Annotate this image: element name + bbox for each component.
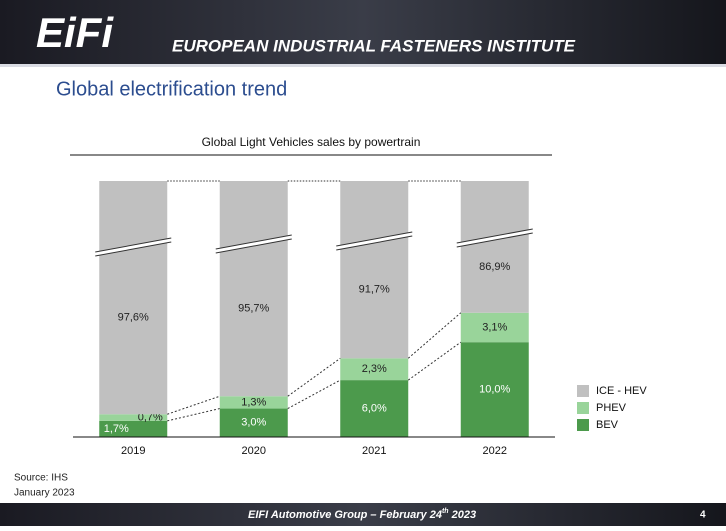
value-label: 10,0%	[479, 383, 510, 395]
x-tick-label: 2022	[483, 445, 507, 457]
source: January 2023	[14, 488, 75, 499]
value-label: 1,3%	[241, 396, 266, 408]
footer-band	[0, 503, 726, 526]
value-label: 1,7%	[104, 423, 129, 435]
bar-segment	[99, 181, 168, 415]
value-label: 95,7%	[238, 303, 269, 315]
bar-segment	[99, 420, 168, 437]
organization: EUROPEAN INDUSTRIAL FASTENERS INSTITUTE	[172, 36, 576, 55]
header-band	[0, 0, 726, 64]
plot: 1,7% 0,7% 97,6% 2019 3,0% 1,3% 95,7% 2020 6,0% 2,…	[73, 180, 647, 457]
bar-segment	[460, 312, 529, 343]
legend-label: PHEV	[596, 402, 627, 414]
bar-segment	[219, 408, 288, 437]
value-label: 2,3%	[362, 363, 387, 375]
connector	[287, 357, 341, 397]
axis-break	[215, 235, 292, 253]
bar-segment	[340, 358, 409, 381]
axis-break	[336, 232, 413, 250]
legend-swatch	[577, 385, 589, 397]
connector	[407, 312, 462, 359]
value-label: 3,0%	[241, 417, 266, 429]
legend-label: ICE - HEV	[596, 385, 647, 397]
axis-break-line	[215, 234, 292, 250]
axis-break-line	[336, 235, 413, 251]
header-rule	[0, 64, 726, 67]
footer-text: EIFI Automotive Group – February 24th 20…	[248, 508, 476, 521]
value-label: 0,7%	[138, 411, 163, 423]
value-label: 3,1%	[482, 321, 507, 333]
value-label: 6,0%	[362, 402, 387, 414]
connector	[287, 379, 341, 409]
axis-break-line	[456, 232, 533, 248]
footer-sup: th	[442, 508, 449, 515]
bar-segment	[340, 181, 409, 359]
bar-segment	[340, 380, 409, 437]
legend-swatch	[577, 419, 589, 431]
bar-segment	[219, 181, 288, 397]
connector	[407, 341, 462, 381]
x-tick-label: 2020	[242, 445, 266, 457]
bar-segment	[460, 181, 529, 313]
bar-segment	[99, 414, 168, 421]
footer-end: 2023	[449, 509, 477, 521]
axis-break	[95, 238, 172, 256]
connector	[167, 395, 220, 415]
x-tick-label: 2021	[362, 445, 386, 457]
chart-title: Global Light Vehicles sales by powertrai…	[202, 135, 421, 149]
x-tick-label: 2019	[121, 445, 145, 457]
legend-label: BEV	[596, 419, 619, 431]
value-label: 91,7%	[359, 284, 390, 296]
axis-break	[456, 229, 533, 247]
page-number: 4	[700, 510, 706, 521]
connector	[167, 408, 220, 422]
logo: EiFi	[36, 9, 114, 56]
axis-break-line	[215, 238, 292, 254]
axis-break-line	[336, 231, 413, 247]
axis-break-line	[456, 228, 533, 244]
footer-main: EIFI Automotive Group – February 24	[248, 509, 442, 521]
value-label: 97,6%	[118, 312, 149, 324]
axis-break-line	[95, 237, 172, 253]
slide-title: Global electrification trend	[56, 78, 287, 100]
axis-break-line	[95, 241, 172, 257]
legend-swatch	[577, 402, 589, 414]
source: Source: IHS	[14, 473, 68, 484]
bar-segment	[460, 342, 529, 437]
bar-segment	[219, 396, 288, 409]
value-label: 86,9%	[479, 261, 510, 273]
